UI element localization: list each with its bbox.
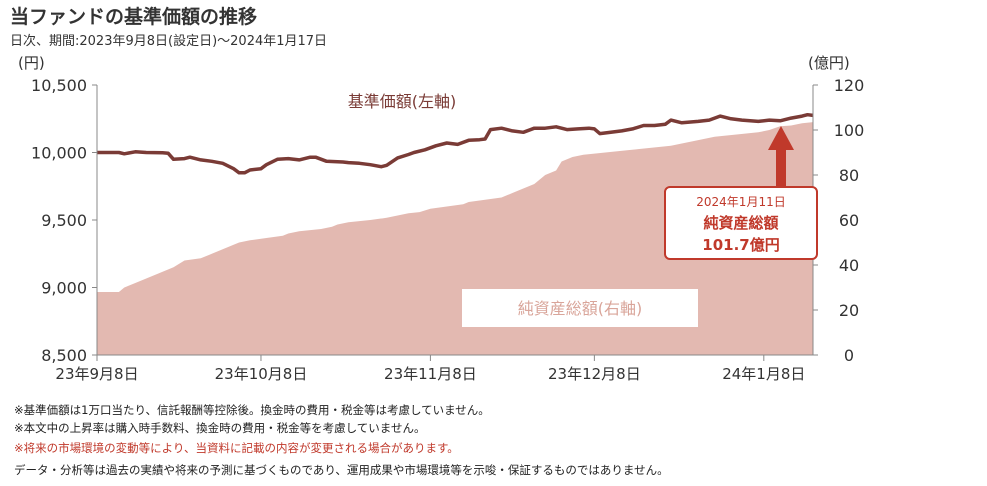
x-tick-label: 23年11月8日 xyxy=(384,365,477,383)
net-assets-legend-box xyxy=(462,289,698,327)
right-tick-label: 20 xyxy=(839,301,859,320)
right-tick-label: 100 xyxy=(834,121,865,140)
left-tick-label: 8,500 xyxy=(41,346,87,365)
left-tick-label: 10,000 xyxy=(31,144,87,163)
right-tick-label: 0 xyxy=(844,346,854,365)
left-tick-label: 9,000 xyxy=(41,279,87,298)
net-assets-legend-label: 純資産総額(右軸) xyxy=(518,299,643,318)
page-title: 当ファンドの基準価額の推移 xyxy=(10,6,258,28)
annotation-arrow-shaft xyxy=(776,150,786,186)
page-subtitle: 日次、期間:2023年9月8日(設定日)〜2024年1月17日 xyxy=(10,34,328,49)
x-tick-label: 23年9月8日 xyxy=(55,365,138,383)
x-tick-label: 23年10月8日 xyxy=(215,365,308,383)
note-2: ※本文中の上昇率は購入時手数料、換金時の費用・税金等を考慮していません。 xyxy=(14,421,426,435)
note-4: データ・分析等は過去の実績や将来の予測に基づくものであり、運用成果や市場環境等を… xyxy=(14,463,669,477)
right-tick-label: 60 xyxy=(839,211,859,230)
nav-legend-label: 基準価額(左軸) xyxy=(348,92,457,111)
annotation-date: 2024年1月11日 xyxy=(696,195,785,209)
annotation-value: 101.7億円 xyxy=(702,236,779,254)
nav-line-layer xyxy=(97,112,814,175)
x-tick-label: 23年12月8日 xyxy=(548,365,641,383)
left-unit-label: (円) xyxy=(18,54,45,72)
right-tick-label: 120 xyxy=(834,76,865,95)
right-tick-label: 40 xyxy=(839,256,859,275)
x-tick-label: 24年1月8日 xyxy=(722,365,805,383)
note-1: ※基準価額は1万口当たり、信託報酬等控除後。換金時の費用・税金等は考慮していませ… xyxy=(14,403,490,417)
right-tick-group: 120 100 80 60 40 20 0 xyxy=(813,76,864,365)
annotation-box xyxy=(664,186,818,260)
right-tick-label: 80 xyxy=(839,166,859,185)
x-tick-group: 23年9月8日 23年10月8日 23年11月8日 23年12月8日 24年1月8日 xyxy=(55,355,805,383)
left-tick-group: 10,500 10,000 9,500 9,000 8,500 xyxy=(31,76,97,365)
left-tick-label: 9,500 xyxy=(41,211,87,230)
note-3: ※将来の市場環境の変動等により、当資料に記載の内容が変更される場合があります。 xyxy=(14,441,459,455)
annotation-label: 純資産総額 xyxy=(703,214,778,232)
left-tick-label: 10,500 xyxy=(31,76,87,95)
nav-line xyxy=(97,112,814,175)
annotation-arrow-head xyxy=(768,126,794,150)
nav-legend-box xyxy=(290,86,515,114)
right-unit-label: (億円) xyxy=(808,54,850,72)
